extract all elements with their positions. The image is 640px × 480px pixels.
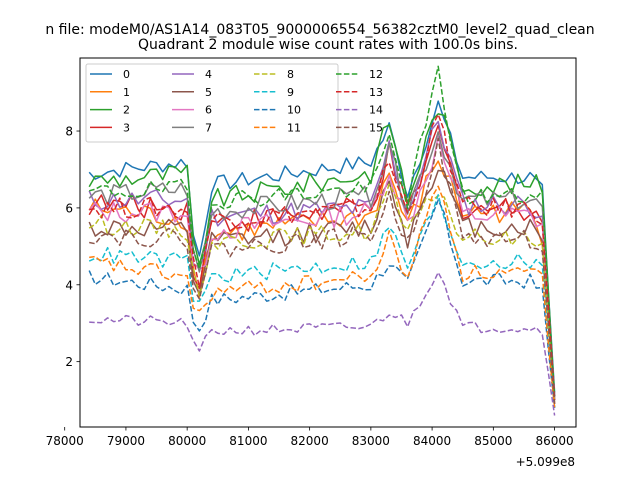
figure-suptitle: n file: modeM0/AS1A14_083T05_9000006554_… <box>45 22 594 38</box>
y-tick-label: 8 <box>65 125 73 139</box>
x-tick-label: 80000 <box>168 434 206 448</box>
x-tick-label: 79000 <box>107 434 145 448</box>
x-tick-label: 82000 <box>291 434 329 448</box>
chart-title: Quadrant 2 module wise count rates with … <box>138 37 518 53</box>
series-line-15 <box>89 137 556 404</box>
series-line-11 <box>89 185 556 408</box>
legend-label-10: 10 <box>287 104 301 117</box>
axes-frame <box>79 57 577 428</box>
legend-label-13: 13 <box>369 86 383 99</box>
series-line-13 <box>89 113 556 401</box>
x-tick-label: 83000 <box>352 434 390 448</box>
plot-area <box>88 65 556 416</box>
series-line-7 <box>88 131 556 397</box>
legend-label-11: 11 <box>287 121 301 134</box>
y-tick-label: 4 <box>65 278 73 292</box>
series-line-12 <box>89 65 556 397</box>
legend-box <box>85 63 339 143</box>
x-tick-label: 78000 <box>46 434 84 448</box>
legend-label-1: 1 <box>123 86 130 99</box>
series-line-10 <box>88 199 556 408</box>
x-tick-label: 85000 <box>474 434 512 448</box>
series-line-6 <box>88 135 556 401</box>
y-axis: 2 4 6 8 <box>65 125 80 369</box>
x-offset-label: +5.099e8 <box>516 455 575 469</box>
y-tick-label: 6 <box>65 201 73 215</box>
legend-label-3: 3 <box>123 121 130 134</box>
series-line-0 <box>88 100 556 393</box>
x-axis: 78000 79000 80000 81000 82000 83000 84000 85000… <box>46 427 574 448</box>
legend-label-4: 4 <box>205 68 212 81</box>
x-tick-label: 84000 <box>413 434 451 448</box>
legend-label-7: 7 <box>205 121 212 134</box>
legend-label-8: 8 <box>287 68 294 81</box>
series-line-5 <box>88 169 556 401</box>
legend-label-14: 14 <box>369 104 383 117</box>
legend-label-0: 0 <box>123 68 130 81</box>
series-line-2 <box>88 113 556 401</box>
series-line-9 <box>88 194 556 408</box>
legend-label-12: 12 <box>369 68 383 81</box>
series-line-14 <box>89 271 556 416</box>
legend-label-2: 2 <box>123 104 130 117</box>
series-line-8 <box>88 183 556 404</box>
x-tick-label: 86000 <box>535 434 573 448</box>
legend-label-6: 6 <box>205 104 212 117</box>
legend-label-5: 5 <box>205 86 212 99</box>
x-tick-label: 81000 <box>229 434 267 448</box>
legend-label-9: 9 <box>287 86 294 99</box>
legend-label-15: 15 <box>369 121 383 134</box>
y-tick-label: 2 <box>65 355 73 369</box>
